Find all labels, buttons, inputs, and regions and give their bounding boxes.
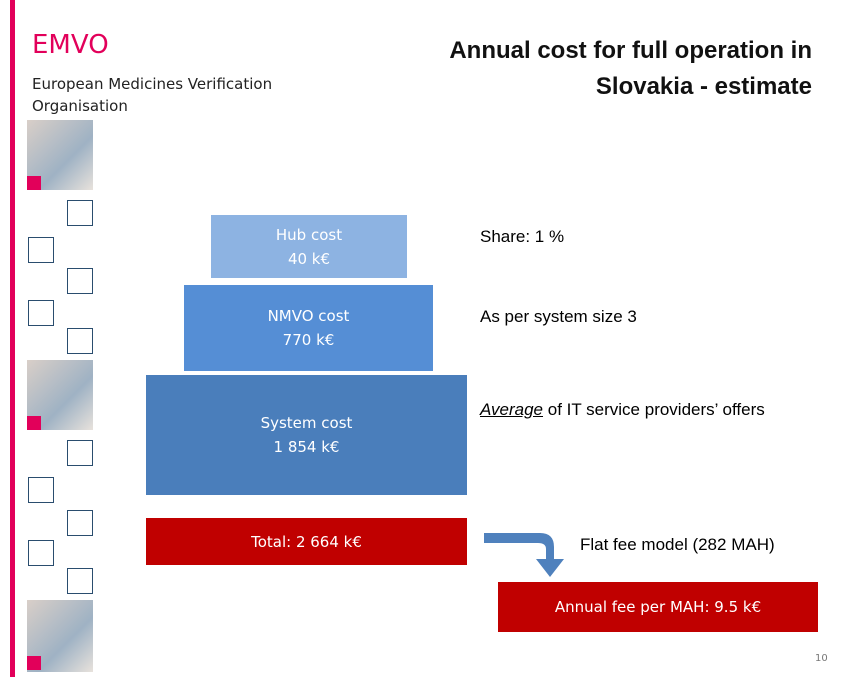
note-text: of IT service providers’ offers xyxy=(543,400,765,419)
title-line: Annual cost for full operation in xyxy=(449,33,812,69)
box-label: System cost xyxy=(261,411,353,435)
photo-marker xyxy=(27,656,41,670)
box-amount: 1 854 k€ xyxy=(274,435,340,459)
note-emphasis: Average xyxy=(480,400,543,419)
decor-square xyxy=(28,477,54,503)
decor-square xyxy=(67,440,93,466)
note: Share: 1 % xyxy=(480,227,564,247)
organisation: European Medicines Verification Organisa… xyxy=(32,73,332,117)
accent-bar xyxy=(10,0,15,677)
slide: EMVO European Medicines Verification Org… xyxy=(0,0,849,677)
decor-square xyxy=(67,328,93,354)
decor-square xyxy=(67,510,93,536)
logo: EMVO xyxy=(32,30,109,60)
arrow xyxy=(480,525,580,580)
decor-square xyxy=(28,237,54,263)
total-box: Total: 2 664 k€ xyxy=(146,518,467,565)
photo-marker xyxy=(27,416,41,430)
arrow-shape xyxy=(484,533,564,577)
fee-box: Annual fee per MAH: 9.5 k€ xyxy=(498,582,818,632)
box-label: Hub cost xyxy=(276,223,342,247)
box-label: NMVO cost xyxy=(268,304,350,328)
note: As per system size 3 xyxy=(480,307,637,327)
note: Average of IT service providers’ offers xyxy=(480,400,765,420)
decor-square xyxy=(28,300,54,326)
fee: Annual fee per MAH: 9.5 k€ xyxy=(555,595,761,619)
decor-square xyxy=(28,540,54,566)
total: Total: 2 664 k€ xyxy=(251,530,362,554)
page-number: 10 xyxy=(815,653,828,664)
model-note: Flat fee model (282 MAH) xyxy=(580,535,775,555)
decor-square xyxy=(67,268,93,294)
box-amount: 40 k€ xyxy=(288,247,330,271)
title: Annual cost for full operation in Slovak… xyxy=(449,33,812,105)
decor-square xyxy=(67,568,93,594)
photo-marker xyxy=(27,176,41,190)
decor-square xyxy=(67,200,93,226)
title-line: Slovakia - estimate xyxy=(449,69,812,105)
box-amount: 770 k€ xyxy=(283,328,335,352)
